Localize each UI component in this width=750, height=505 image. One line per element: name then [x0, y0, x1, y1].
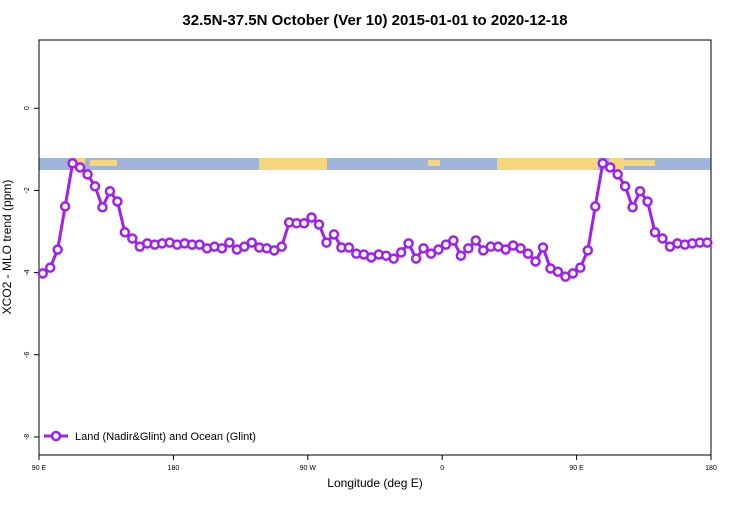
point [425, 248, 437, 259]
x-tick-label: 90 E [32, 465, 47, 472]
point [612, 169, 623, 180]
point [642, 196, 653, 207]
chart-title: 32.5N-37.5N October (Ver 10) 2015-01-01 … [182, 12, 567, 29]
point [306, 212, 317, 223]
point [500, 244, 511, 255]
point [657, 233, 668, 244]
x-tick-label: 180 [705, 465, 717, 472]
point [52, 244, 63, 255]
plot-frame [38, 39, 712, 456]
point [627, 201, 638, 213]
y-tick-label: -8 [24, 434, 31, 440]
point [112, 196, 123, 207]
y-tick-label: -2 [24, 187, 31, 193]
point [239, 241, 250, 252]
point [619, 181, 631, 192]
point [216, 243, 228, 254]
point [59, 201, 71, 212]
x-tick-label: 90 W [300, 465, 317, 472]
point [246, 237, 258, 248]
point [418, 243, 429, 254]
point [597, 158, 608, 169]
point [433, 244, 444, 255]
x-tick-label: 0 [440, 465, 444, 472]
point [440, 239, 452, 250]
point [395, 247, 407, 258]
x-tick-label: 90 E [569, 465, 584, 472]
point [224, 237, 235, 248]
point [604, 162, 616, 173]
point [321, 237, 332, 248]
point [127, 233, 138, 244]
land-ocean-strip [39, 158, 711, 170]
point [463, 243, 474, 254]
point [470, 235, 482, 246]
point [582, 245, 594, 256]
y-tick-label: -6 [24, 352, 31, 358]
y-tick-label: 0 [24, 106, 31, 110]
point [410, 253, 422, 264]
point [37, 268, 48, 279]
point [82, 169, 93, 180]
point [552, 266, 564, 277]
point [515, 243, 526, 254]
point [89, 181, 101, 192]
legend: Land (Nadir&Glint) and Ocean (Glint) [44, 430, 256, 443]
point [537, 242, 549, 253]
legend-label: Land (Nadir&Glint) and Ocean (Glint) [75, 431, 256, 443]
point [328, 229, 340, 240]
point [313, 219, 325, 230]
point [97, 201, 108, 213]
legend-marker [50, 430, 62, 442]
y-tick-label: -4 [24, 269, 31, 275]
point [567, 268, 579, 279]
point [590, 201, 601, 212]
point [403, 238, 414, 249]
point [119, 227, 131, 238]
point [702, 237, 713, 248]
y-axis-label: XCO2 - MLO trend (ppm) [0, 180, 14, 315]
point [74, 162, 86, 173]
point [104, 185, 116, 197]
point [67, 158, 78, 169]
point [298, 218, 310, 229]
point [649, 227, 661, 238]
point [522, 248, 534, 259]
point [448, 235, 459, 246]
point [634, 185, 646, 197]
x-axis-label: Longitude (deg E) [327, 476, 422, 490]
point [343, 242, 355, 253]
point [455, 250, 467, 261]
point [575, 262, 586, 273]
point [388, 253, 399, 264]
point [44, 262, 56, 273]
point [530, 256, 541, 267]
point [276, 241, 287, 252]
x-tick-label: 180 [168, 465, 180, 472]
